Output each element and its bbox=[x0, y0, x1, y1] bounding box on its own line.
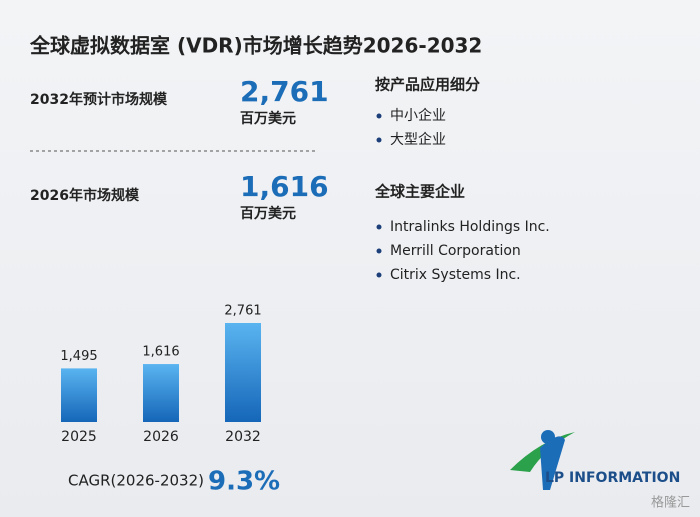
stat-value: 2,761 bbox=[240, 75, 329, 108]
x-tick-label: 2025 bbox=[61, 429, 97, 445]
bar bbox=[225, 323, 261, 422]
logo-text: LP INFORMATION bbox=[545, 470, 680, 486]
x-tick-label: 2032 bbox=[225, 429, 261, 445]
bar bbox=[143, 364, 179, 422]
watermark: 格隆汇 bbox=[651, 495, 690, 511]
stat-label: 2026年市场规模 bbox=[30, 187, 140, 204]
bullet bbox=[376, 224, 382, 230]
list-item: 大型企业 bbox=[390, 131, 446, 148]
stat-value: 1,616 bbox=[240, 170, 329, 203]
stat-label: 2032年预计市场规模 bbox=[30, 91, 168, 108]
bar bbox=[61, 368, 97, 422]
cagr-value: 9.3% bbox=[208, 467, 280, 497]
cagr-label: CAGR(2026-2032) bbox=[68, 472, 204, 490]
bullet bbox=[376, 272, 382, 278]
segments-title: 按产品应用细分 bbox=[375, 76, 480, 94]
x-tick-label: 2026 bbox=[143, 429, 179, 445]
list-item: Merrill Corporation bbox=[390, 243, 521, 259]
title: 全球虚拟数据室 (VDR)市场增长趋势2026-2032 bbox=[29, 34, 482, 58]
value-label: 2,761 bbox=[224, 304, 261, 319]
stat-unit: 百万美元 bbox=[240, 205, 296, 222]
companies-title: 全球主要企业 bbox=[374, 183, 465, 201]
list-item: Citrix Systems Inc. bbox=[390, 267, 521, 283]
value-label: 1,495 bbox=[60, 349, 97, 364]
bullet bbox=[376, 113, 382, 119]
bullet bbox=[376, 137, 382, 143]
logo-icon bbox=[510, 430, 575, 490]
value-label: 1,616 bbox=[142, 345, 179, 360]
list-item: Intralinks Holdings Inc. bbox=[390, 219, 550, 235]
bullet bbox=[376, 248, 382, 254]
stat-unit: 百万美元 bbox=[240, 110, 296, 127]
list-item: 中小企业 bbox=[390, 107, 446, 124]
